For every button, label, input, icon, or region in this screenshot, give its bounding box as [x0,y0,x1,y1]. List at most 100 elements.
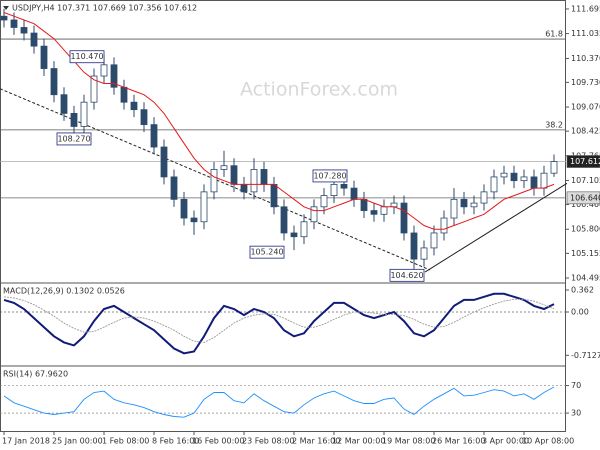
candle-body [130,101,138,111]
candle-body [220,165,228,170]
fib-label: 61.8 [545,30,563,39]
annotation-label: 108.270 [57,134,90,143]
candle-body [270,183,278,208]
candle-body [190,217,198,223]
candle-body [180,198,188,219]
trend-line [424,182,568,273]
x-tick-label: 16 Feb 00:00 [192,437,244,446]
price-tag-label: 106.640 [570,193,600,202]
annotation-box [389,268,425,282]
x-tick-label: 12 Mar 00:00 [332,437,385,446]
candle-body [290,232,298,238]
candle-body [320,195,328,208]
candle-body [360,198,368,211]
x-tick-label: 25 Jan 00:00 [52,437,103,446]
candle-body [40,45,48,69]
candle-body [390,202,398,208]
fib-label: 38.2 [545,120,563,129]
annotation-box [69,50,105,64]
candle-body [300,221,308,238]
annotation-label: 104.620 [390,271,423,280]
candle-body [480,191,488,204]
candle-body [400,202,408,234]
candle-body [90,75,98,103]
y-tick-label: 0.00 [571,308,589,317]
candle-body [20,27,28,34]
x-tick-label: 3 Apr 00:00 [482,437,529,446]
rsi-title: RSI(14) 67.9620 [3,370,68,379]
x-tick-label: 17 Jan 2018 [2,437,50,446]
candle-body [420,247,428,260]
y-tick-label: 106.460 [571,200,600,209]
candle-body [470,202,478,208]
candle-body [110,64,118,88]
candle-body [350,187,358,200]
y-tick-label: 104.495 [571,274,600,283]
candle-body [230,165,238,185]
candle-body [170,176,178,200]
annotation-label: 107.280 [313,171,346,180]
candle-body [140,109,148,126]
y-tick-label: 70 [571,381,581,390]
candle-body [530,176,538,189]
x-tick-label: 8 Feb 16:00 [152,437,199,446]
price-tag-label: 107.612 [570,157,600,166]
annotation-box [56,132,92,146]
x-tick-label: 10 Apr 08:00 [522,437,574,446]
candle-body [240,183,248,193]
y-tick-label: 109.730 [571,78,600,87]
y-tick-label: 110.370 [571,54,600,63]
candle-body [100,64,108,77]
candle-body [250,169,258,193]
candle-body [430,232,438,249]
candle-body [370,210,378,215]
y-tick-label: 111.035 [571,29,600,38]
candle-body [10,19,18,28]
menu-arrow [3,6,9,10]
candle-body [80,101,88,127]
macd-line [3,292,555,355]
candle-body [440,217,448,234]
candle-body [60,94,68,114]
candle-body [160,146,168,178]
candle-body [490,176,498,193]
candle-body [510,172,518,182]
candle-body [150,124,158,148]
macd-title: MACD(12,26,9) 0.1302 0.0526 [3,287,125,296]
candle-body [70,113,78,127]
candle-body [50,68,58,96]
x-tick-label: 2 Mar 16:00 [292,437,340,446]
candle-body [540,172,548,189]
annotation-box [312,169,348,183]
annotation-box [249,245,285,259]
candle-body [410,232,418,260]
rsi-line [3,386,555,418]
moving-average [3,12,555,230]
candle-body [340,183,348,189]
x-tick-label: 1 Feb 08:00 [102,437,149,446]
plot-frame [0,0,566,432]
annotation-label: 105.240 [250,248,283,257]
candle-body [550,161,558,174]
watermark: ActionForex.com [240,79,398,101]
x-tick-label: 23 Feb 08:00 [242,437,294,446]
candle-body [460,198,468,208]
candle-body [0,15,8,21]
x-tick-label: 26 Mar 16:00 [432,437,485,446]
annotation-label: 110.470 [70,52,103,61]
candle-body [260,169,268,185]
candle-body [120,86,128,103]
candle-body [450,198,458,219]
chart-title: USDJPY,H4 107.371 107.669 107.356 107.61… [12,4,197,13]
y-tick-label: 105.800 [571,225,600,234]
y-tick-label: 111.695 [571,4,600,13]
candle-body [210,169,218,193]
candle-body [200,191,208,223]
price-tag [566,191,600,205]
candle-body [380,206,388,215]
candle-body [330,183,338,197]
y-tick-label: 105.155 [571,249,600,258]
y-tick-label: -0.7127 [571,351,600,360]
y-tick-label: 109.070 [571,103,600,112]
